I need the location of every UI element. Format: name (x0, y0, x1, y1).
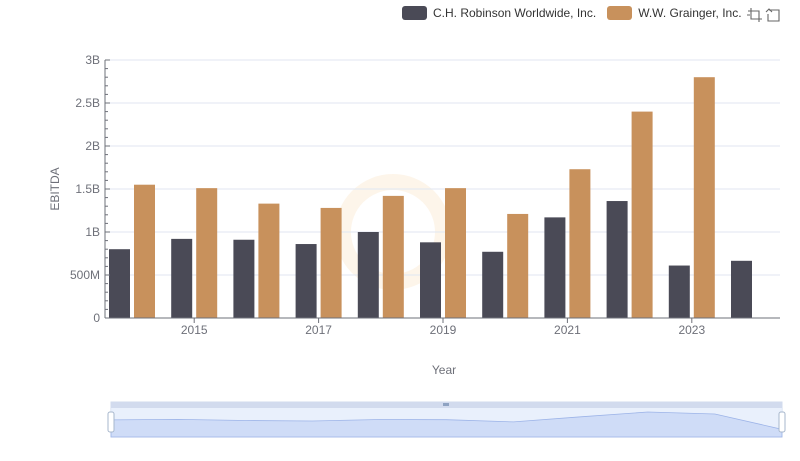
bar-ww-grainger-2023[interactable] (693, 77, 715, 318)
restore-icon[interactable] (764, 6, 782, 24)
chart-toolbar (746, 6, 782, 24)
bars (109, 77, 752, 318)
legend-swatch-ww-grainger (607, 6, 633, 20)
bar-ch-robinson-2015[interactable] (171, 238, 193, 318)
bar-ch-robinson-2023[interactable] (668, 265, 690, 318)
bar-ch-robinson-2017[interactable] (295, 244, 317, 318)
legend-item-ww-grainger[interactable]: W.W. Grainger, Inc. (607, 6, 742, 20)
bar-ch-robinson-2018[interactable] (357, 232, 379, 318)
bar-ww-grainger-2018[interactable] (382, 195, 404, 318)
slider-handle-left[interactable] (107, 411, 115, 433)
y-tick-label: 2B (85, 139, 100, 153)
bar-ww-grainger-2020[interactable] (507, 213, 529, 318)
bar-ww-grainger-2019[interactable] (445, 188, 466, 318)
y-tick-label: 1B (85, 225, 100, 239)
bar-ch-robinson-2014[interactable] (109, 249, 130, 318)
zoom-icon[interactable] (746, 6, 764, 24)
legend-label-ch-robinson: C.H. Robinson Worldwide, Inc. (433, 6, 597, 20)
y-tick-label: 2.5B (75, 96, 100, 110)
bar-ww-grainger-2016[interactable] (258, 203, 280, 318)
y-tick-label: 500M (70, 268, 100, 282)
y-tick-label: 0 (93, 311, 100, 325)
x-axis-title: Year (432, 363, 456, 377)
y-tick-label: 3B (85, 53, 100, 67)
x-tick-label: 2019 (430, 323, 457, 337)
bar-ch-robinson-2016[interactable] (233, 239, 255, 318)
x-axis: 2015 2017 2019 2021 2023 (105, 317, 780, 337)
y-tick-label: 1.5B (75, 182, 100, 196)
slider-move-handle[interactable] (443, 403, 449, 406)
x-tick-label: 2015 (181, 323, 208, 337)
data-zoom-slider[interactable] (107, 401, 786, 438)
bar-ww-grainger-2022[interactable] (631, 111, 653, 318)
x-tick-label: 2023 (678, 323, 705, 337)
x-tick-label: 2017 (305, 323, 332, 337)
legend-label-ww-grainger: W.W. Grainger, Inc. (638, 6, 742, 20)
bar-ww-grainger-2017[interactable] (320, 207, 342, 318)
y-axis: 0 500M 1B 1.5B 2B 2.5B 3B (70, 53, 110, 325)
legend-swatch-ch-robinson (402, 6, 427, 20)
bar-ch-robinson-2019[interactable] (420, 242, 441, 318)
legend-item-ch-robinson[interactable]: C.H. Robinson Worldwide, Inc. (402, 6, 596, 20)
bar-ww-grainger-2014[interactable] (134, 184, 155, 318)
bar-ch-robinson-2024[interactable] (731, 260, 752, 318)
bar-ch-robinson-2022[interactable] (606, 201, 628, 318)
bar-ww-grainger-2021[interactable] (569, 169, 591, 318)
slider-handle-right[interactable] (778, 411, 786, 433)
slider-preview-area (110, 411, 783, 438)
bar-ch-robinson-2020[interactable] (482, 251, 504, 318)
bar-ch-robinson-2021[interactable] (544, 217, 566, 318)
grid (105, 59, 780, 276)
legend: C.H. Robinson Worldwide, Inc. W.W. Grain… (402, 4, 753, 22)
x-tick-label: 2021 (554, 323, 581, 337)
y-axis-title: EBITDA (48, 167, 62, 210)
bar-ww-grainger-2015[interactable] (196, 188, 218, 318)
